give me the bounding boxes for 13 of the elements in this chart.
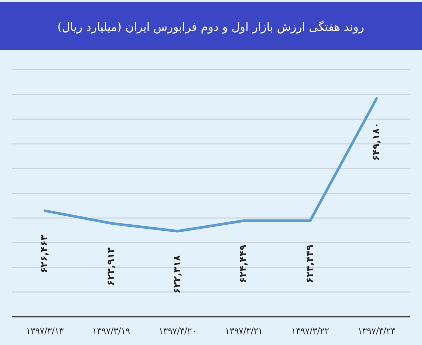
x-tick-label: ۱۳۹۷/۳/۲۰: [158, 327, 197, 337]
data-label: ۶۲۴,۴۴۹: [305, 244, 316, 284]
data-label: ۶۲۳,۹۱۳: [106, 247, 117, 286]
data-label: ۶۲۴,۴۴۹: [238, 244, 250, 284]
x-tick-label: ۱۳۹۷/۳/۱۳: [26, 327, 64, 337]
data-label: ۶۲۲,۳۱۸: [172, 255, 184, 294]
x-tick-label: ۱۳۹۷/۳/۲۳: [358, 327, 396, 337]
chart-title: روند هفتگی ارزش بازار اول و دوم فرابورس ایران (میلیارد ریال): [58, 20, 364, 34]
x-tick-label: ۱۳۹۷/۳/۲۲: [292, 327, 330, 337]
x-tick-label: ۱۳۹۷/۳/۲۱: [225, 327, 264, 337]
x-tick-label: ۱۳۹۷/۳/۱۹: [92, 327, 131, 337]
data-label: ۶۴۹,۱۸۰: [371, 122, 382, 162]
data-label: ۶۲۶,۴۶۳: [40, 234, 51, 274]
